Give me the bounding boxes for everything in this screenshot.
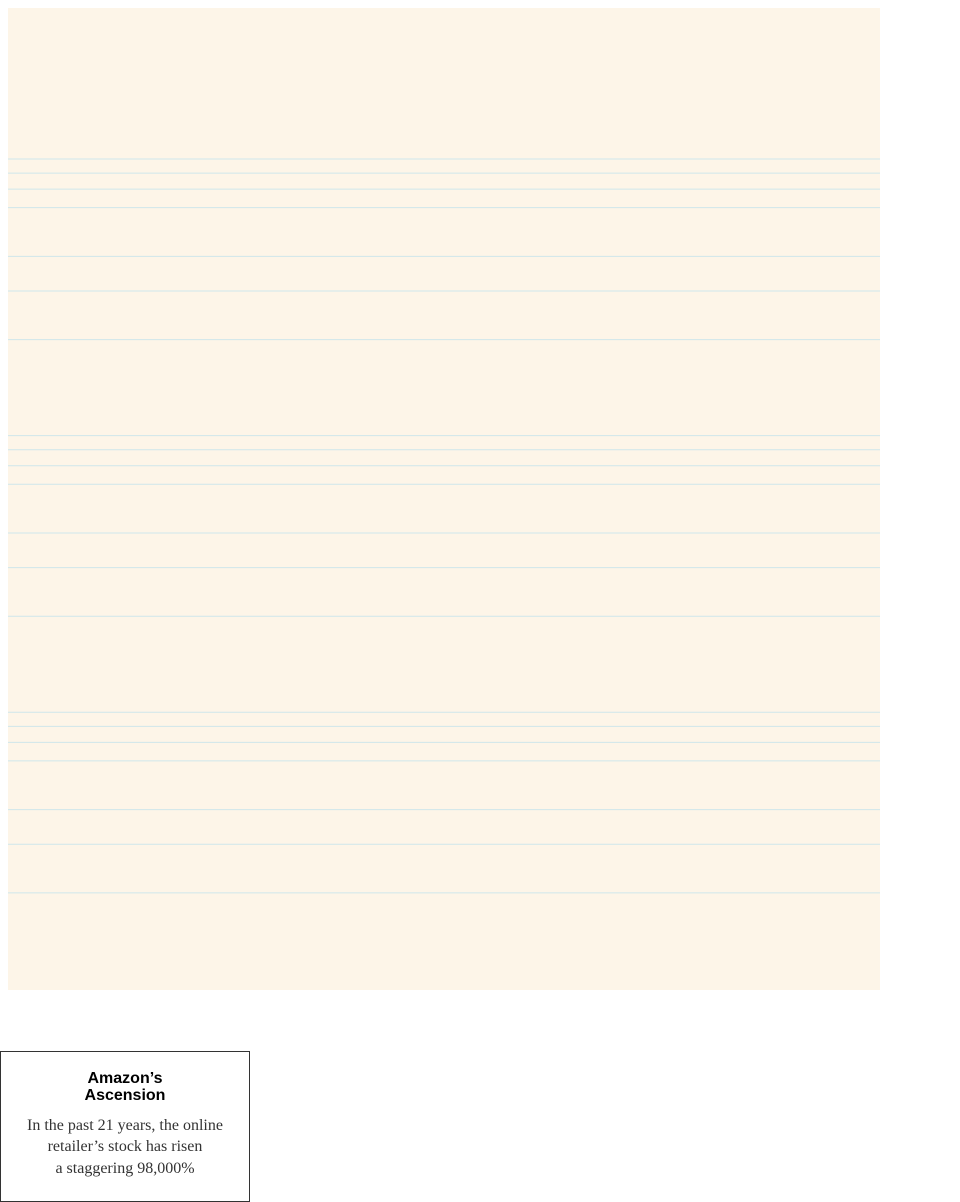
chart-container: Amazon’s Ascension In the past 21 years,… xyxy=(0,0,960,1051)
stock-chart xyxy=(0,0,960,1051)
callout-sub-line2: retailer’s stock has risen xyxy=(48,1138,203,1155)
callout-title: Amazon’s Ascension xyxy=(27,1070,223,1105)
callout-box: Amazon’s Ascension In the past 21 years,… xyxy=(0,1051,250,1202)
callout-sub-line1: In the past 21 years, the online xyxy=(27,1117,223,1134)
callout-subtitle: In the past 21 years, the online retaile… xyxy=(27,1115,223,1180)
callout-title-line2: Ascension xyxy=(85,1087,166,1104)
callout-sub-line3: a staggering 98,000% xyxy=(55,1160,194,1177)
callout-title-line1: Amazon’s xyxy=(87,1070,162,1087)
